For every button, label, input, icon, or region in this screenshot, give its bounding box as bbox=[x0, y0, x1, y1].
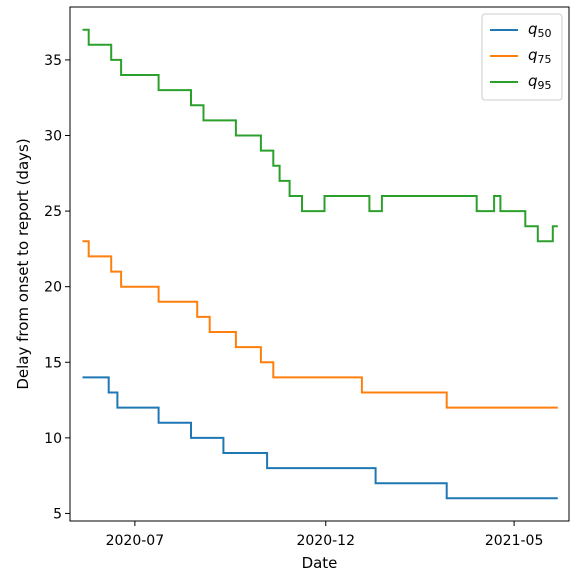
series-line-q75 bbox=[82, 240, 558, 409]
y-axis-ticks: 5 10 15 20 25 30 35 bbox=[44, 53, 70, 522]
legend-symbol: q bbox=[528, 72, 538, 90]
legend-label: q75 bbox=[528, 46, 552, 66]
legend-label: q50 bbox=[528, 20, 552, 40]
y-tick-label: 35 bbox=[44, 53, 62, 69]
legend-subscript: 50 bbox=[538, 27, 552, 40]
legend-symbol: q bbox=[528, 46, 538, 64]
legend-box bbox=[481, 13, 563, 101]
legend-subscript: 75 bbox=[538, 53, 552, 66]
legend-label: q95 bbox=[528, 72, 552, 92]
y-tick-label: 20 bbox=[44, 280, 62, 296]
x-axis-ticks: 2020-07 2020-12 2021-05 bbox=[106, 521, 544, 549]
y-tick-label: 10 bbox=[44, 431, 62, 447]
series-line-q50 bbox=[82, 376, 558, 500]
y-axis-title: Delay from onset to report (days) bbox=[14, 138, 32, 389]
y-tick-label: 5 bbox=[53, 506, 62, 522]
y-tick-label: 15 bbox=[44, 355, 62, 371]
legend-subscript: 95 bbox=[538, 79, 552, 92]
axes-frame bbox=[69, 6, 570, 522]
x-tick-label: 2020-12 bbox=[296, 533, 355, 549]
y-tick-label: 30 bbox=[44, 129, 62, 145]
series-layer bbox=[82, 28, 558, 500]
x-tick-label: 2020-07 bbox=[106, 533, 165, 549]
y-tick-label: 25 bbox=[44, 204, 62, 220]
x-tick-label: 2021-05 bbox=[485, 533, 544, 549]
x-axis-title: Date bbox=[302, 554, 338, 572]
series-line-q95 bbox=[82, 28, 558, 243]
legend-symbol: q bbox=[528, 20, 538, 38]
